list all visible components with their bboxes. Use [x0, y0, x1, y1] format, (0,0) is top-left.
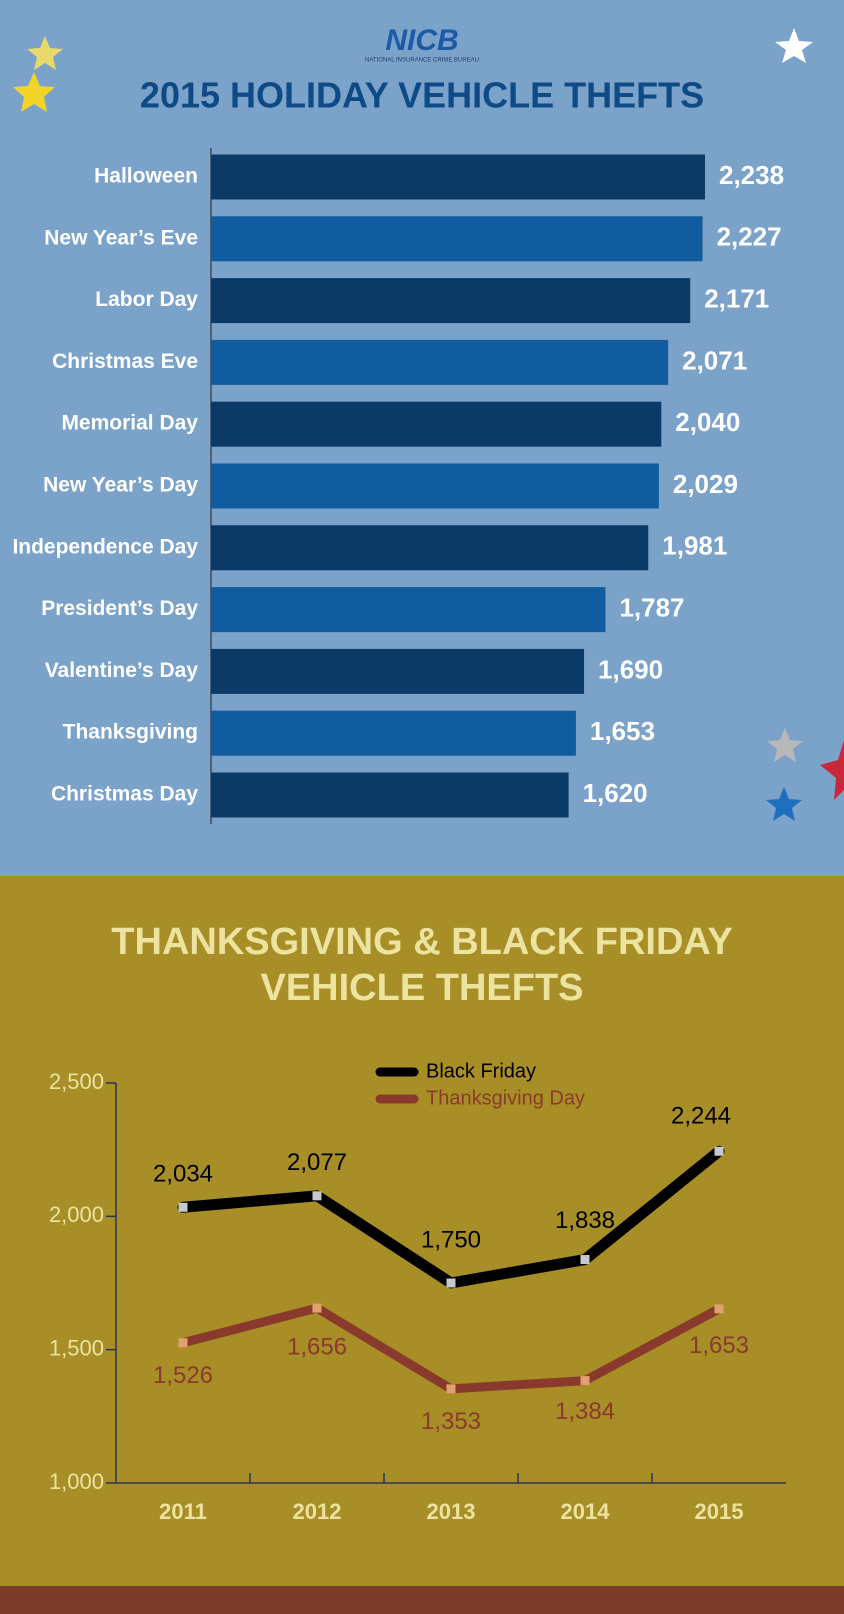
value-label: 2,171 — [704, 283, 769, 313]
line-chart: 1,000 1,500 2,000 2,500 2011 2012 2013 2014 2015… — [49, 1060, 786, 1524]
x-tick-label: 2014 — [561, 1499, 611, 1524]
value-label: 1,750 — [421, 1226, 481, 1253]
category-label: Christmas Day — [51, 783, 198, 806]
chart-title: VEHICLE THEFTS — [260, 967, 583, 1009]
bar — [211, 278, 691, 324]
y-tick-label: 1,500 — [49, 1335, 104, 1360]
category-label: New Year’s Eve — [44, 226, 198, 249]
logo-subtitle: NATIONAL INSURANCE CRIME BUREAU — [365, 58, 479, 64]
category-label: Labor Day — [95, 288, 198, 311]
x-tick-label: 2013 — [427, 1499, 476, 1524]
y-tick-label: 2,000 — [49, 1202, 104, 1227]
chart-title: 2015 HOLIDAY VEHICLE THEFTS — [140, 75, 704, 116]
star — [820, 740, 844, 800]
value-label: 1,653 — [689, 1332, 749, 1359]
category-label: New Year’s Day — [43, 474, 198, 497]
bar — [211, 525, 649, 571]
bar — [211, 339, 669, 385]
category-label: Independence Day — [12, 535, 198, 558]
value-label: 2,071 — [682, 345, 747, 375]
point — [312, 1303, 322, 1313]
legend-label: Thanksgiving Day — [426, 1087, 585, 1109]
star — [766, 787, 802, 821]
x-tick-label: 2011 — [159, 1499, 207, 1524]
category-label: President’s Day — [41, 597, 198, 620]
point — [312, 1191, 322, 1201]
bar — [211, 772, 569, 818]
value-label: 2,244 — [671, 1103, 731, 1130]
point — [178, 1338, 188, 1348]
value-label: 1,656 — [287, 1333, 347, 1360]
star — [775, 28, 813, 63]
value-label: 1,690 — [598, 654, 663, 684]
value-label: 2,077 — [287, 1149, 347, 1176]
value-label: 2,034 — [153, 1161, 213, 1188]
bar-chart: Halloween 2,238 New Year’s Eve 2,227 Labor D… — [12, 154, 784, 818]
chart-title: THANKSGIVING & BLACK FRIDAY — [111, 921, 732, 963]
x-tick-label: 2012 — [293, 1499, 342, 1524]
category-label: Valentine’s Day — [45, 659, 199, 682]
point — [714, 1146, 724, 1156]
point — [446, 1278, 456, 1288]
bar — [211, 401, 662, 447]
value-label: 2,029 — [673, 469, 738, 499]
bar — [211, 587, 606, 633]
bar — [211, 648, 585, 694]
bar — [211, 154, 705, 200]
value-label: 1,838 — [555, 1207, 615, 1234]
value-label: 2,040 — [675, 407, 740, 437]
point — [580, 1255, 590, 1265]
point — [178, 1202, 188, 1212]
value-label: 1,384 — [555, 1398, 615, 1425]
star — [27, 36, 63, 70]
value-label: 1,653 — [590, 716, 655, 746]
star — [13, 72, 55, 112]
category-label: Christmas Eve — [52, 350, 198, 373]
value-label: 1,353 — [421, 1408, 481, 1435]
value-label: 1,981 — [662, 531, 727, 561]
value-label: 1,620 — [583, 778, 648, 808]
logo: NICB — [385, 24, 458, 57]
category-label: Halloween — [94, 165, 198, 188]
point — [446, 1384, 456, 1394]
category-label: Thanksgiving — [63, 721, 198, 744]
legend-label: Black Friday — [426, 1060, 536, 1082]
value-label: 1,526 — [153, 1362, 213, 1389]
footer-strip — [0, 1586, 844, 1614]
x-tick-label: 2015 — [695, 1499, 744, 1524]
value-label: 2,227 — [717, 222, 782, 252]
bar — [211, 710, 576, 756]
category-label: Memorial Day — [61, 412, 198, 435]
point — [580, 1376, 590, 1386]
value-label: 1,787 — [619, 592, 684, 622]
star — [767, 728, 803, 762]
bar — [211, 463, 659, 509]
y-tick-label: 1,000 — [49, 1469, 104, 1494]
y-tick-label: 2,500 — [49, 1069, 104, 1094]
value-label: 2,238 — [719, 160, 784, 190]
point — [714, 1304, 724, 1314]
bottom-background — [0, 876, 844, 1586]
bar — [211, 216, 703, 262]
